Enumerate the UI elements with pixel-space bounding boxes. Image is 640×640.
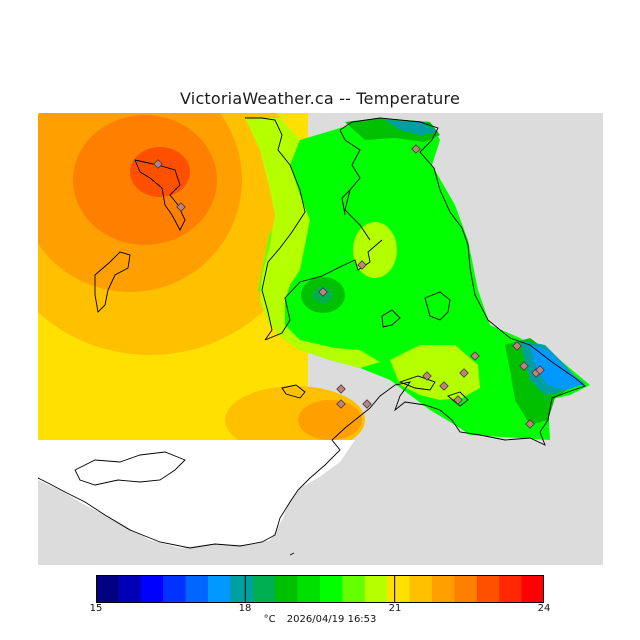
legend-swatch	[96, 575, 119, 603]
legend-swatch	[208, 575, 231, 603]
legend-swatch	[342, 575, 366, 603]
station-marker	[519, 361, 529, 371]
legend-swatch	[454, 575, 478, 603]
legend-swatch	[409, 575, 433, 603]
station-marker	[336, 399, 346, 409]
station-marker	[525, 419, 535, 429]
contour-band-20-4	[390, 345, 480, 400]
contour-band-20-3	[353, 222, 397, 278]
legend-swatch	[230, 575, 254, 603]
legend-swatch	[185, 575, 209, 603]
station-marker	[176, 202, 186, 212]
station-marker	[411, 144, 421, 154]
timestamp: 2026/04/19 16:53	[286, 614, 377, 625]
legend-tick-label: 24	[537, 603, 551, 614]
legend-tick-label: 21	[388, 603, 402, 614]
contour-band-17	[530, 345, 585, 390]
color-legend-scale	[95, 575, 545, 603]
contour-band-23-5	[130, 147, 190, 197]
legend-swatch	[521, 575, 545, 603]
legend-swatch	[163, 575, 187, 603]
station-marker	[512, 341, 522, 351]
legend-swatch	[320, 575, 343, 603]
station-marker	[459, 368, 469, 378]
legend-tick-label: 15	[89, 603, 103, 614]
legend-swatch	[252, 575, 276, 603]
station-marker	[362, 399, 372, 409]
legend-swatch	[118, 575, 142, 603]
color-legend	[95, 575, 545, 603]
legend-swatch	[140, 575, 164, 603]
station-marker	[318, 287, 328, 297]
weather-stations	[153, 144, 545, 429]
station-marker	[439, 381, 449, 391]
legend-swatch	[476, 575, 500, 603]
unsampled-area	[38, 440, 355, 548]
map-title: VictoriaWeather.ca -- Temperature	[180, 89, 460, 108]
station-marker	[470, 351, 480, 361]
legend-swatch	[387, 575, 411, 603]
station-marker	[535, 365, 545, 375]
unit-label: °C	[263, 614, 276, 625]
station-marker	[336, 384, 346, 394]
legend-swatch	[364, 575, 388, 603]
station-marker	[357, 260, 367, 270]
station-marker	[153, 159, 163, 169]
legend-tick-label: 18	[238, 603, 252, 614]
legend-swatch	[275, 575, 299, 603]
footer: °C 2026/04/19 16:53	[0, 614, 640, 625]
station-marker	[422, 371, 432, 381]
contour-band-21-7	[298, 400, 362, 440]
contour-band-20-2	[245, 118, 380, 368]
station-marker	[453, 395, 463, 405]
legend-swatch	[432, 575, 455, 603]
legend-swatch	[297, 575, 321, 603]
legend-swatch	[499, 575, 523, 603]
